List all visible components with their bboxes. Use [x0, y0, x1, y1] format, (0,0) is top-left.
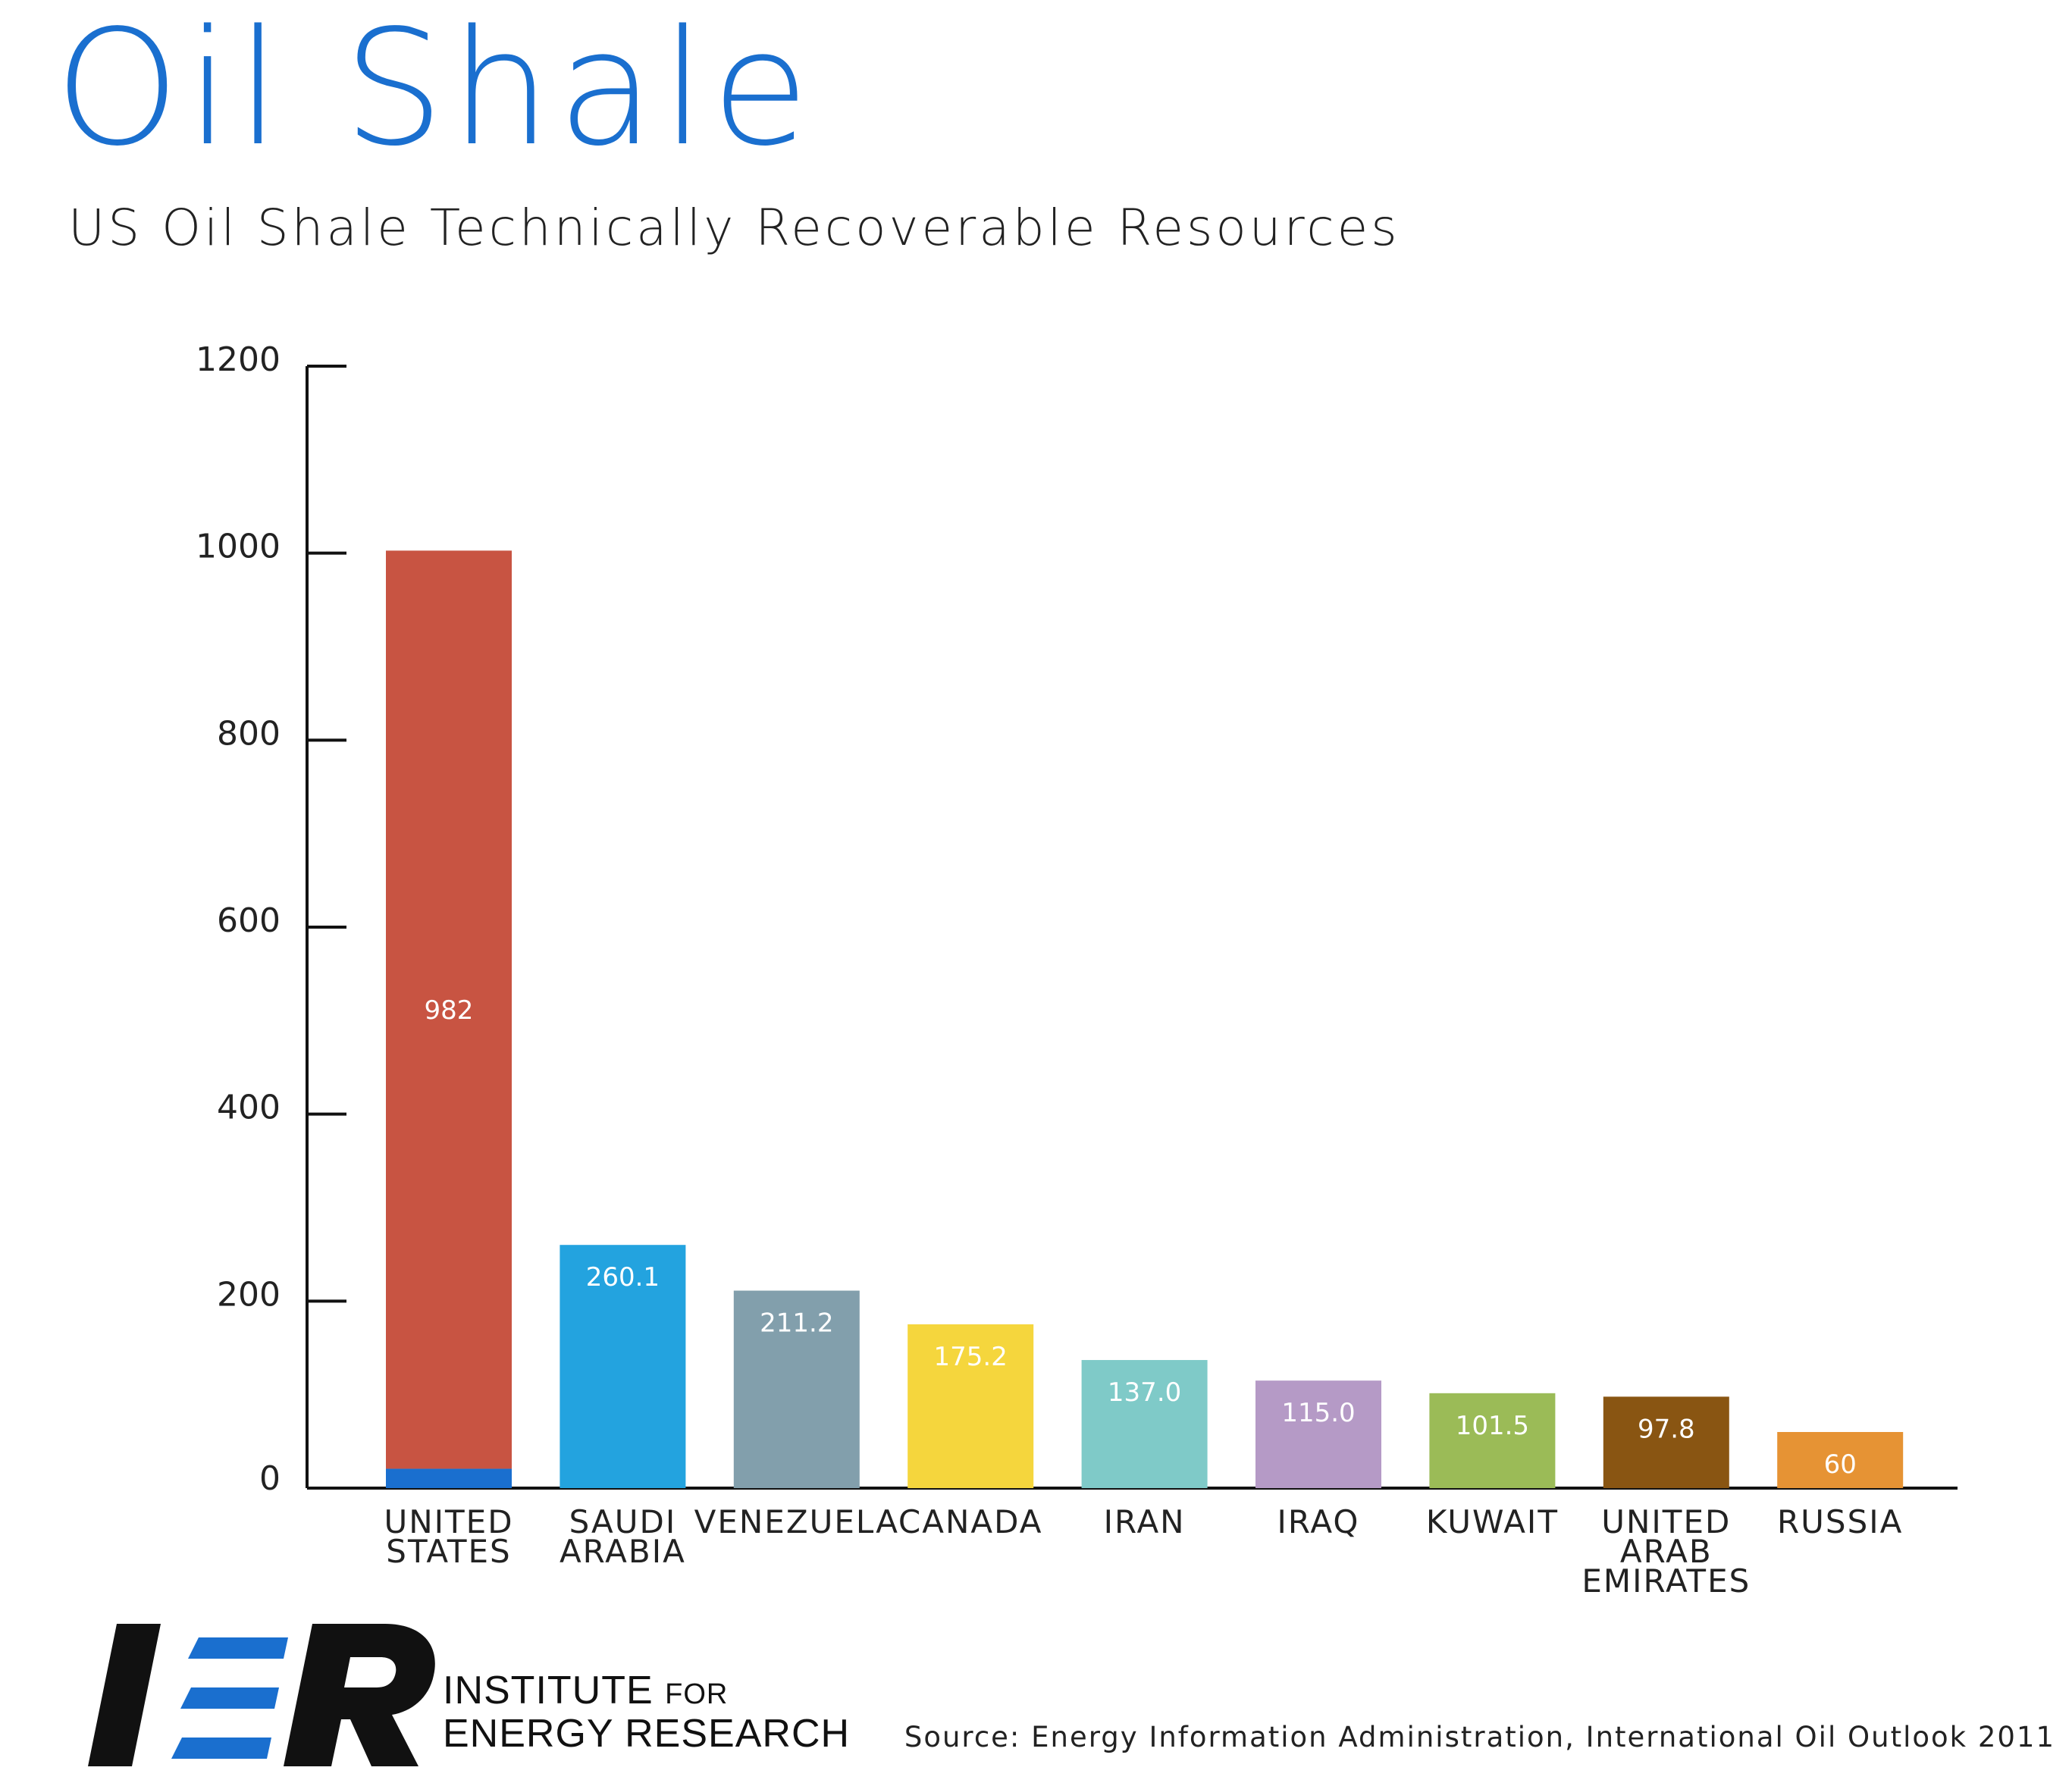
bar-segment	[386, 1468, 512, 1488]
ier-logo	[88, 1624, 435, 1766]
data-label: 97.8	[1638, 1414, 1695, 1444]
y-tick-label: 0	[259, 1459, 281, 1498]
bar-segment	[1429, 1393, 1556, 1488]
category-label: UNITED	[1601, 1503, 1731, 1540]
category-label: RUSSIA	[1777, 1503, 1903, 1540]
bar-segment	[907, 1324, 1034, 1488]
category-label: STATES	[386, 1533, 511, 1570]
data-label: 175.2	[934, 1342, 1008, 1372]
category-label: CANADA	[898, 1503, 1043, 1540]
bar-segment	[733, 1290, 860, 1488]
bar-segment	[386, 550, 512, 1469]
organization-name-line1: INSTITUTE FOR	[443, 1669, 729, 1712]
data-label: 982	[425, 995, 474, 1026]
bar-segment	[1081, 1360, 1208, 1488]
logo-letter-r	[284, 1624, 435, 1766]
data-label: 137.0	[1108, 1377, 1181, 1408]
category-label: SAUDI	[569, 1503, 677, 1540]
data-label: 211.2	[760, 1308, 833, 1339]
logo-letter-e	[171, 1637, 288, 1759]
category-label: IRAN	[1104, 1503, 1186, 1540]
organization-name-line2: ENERGY RESEARCH	[443, 1712, 851, 1756]
category-label: IRAQ	[1277, 1503, 1360, 1540]
bar-segment	[1255, 1380, 1381, 1488]
category-label: ARAB	[1620, 1533, 1713, 1570]
y-tick-label: 600	[217, 901, 281, 940]
bar-segment	[1777, 1432, 1904, 1488]
category-label: ARABIA	[560, 1533, 686, 1570]
category-label: VENEZUELA	[694, 1503, 899, 1540]
category-label: EMIRATES	[1581, 1562, 1751, 1600]
logo-letter-i	[88, 1624, 161, 1766]
data-label: 115.0	[1281, 1398, 1355, 1428]
data-label: 60	[1824, 1449, 1857, 1480]
category-label: KUWAIT	[1426, 1503, 1559, 1540]
category-label: UNITED	[384, 1503, 513, 1540]
bar-segment	[1603, 1396, 1729, 1488]
y-tick-label: 200	[217, 1275, 281, 1314]
source-note: Source: Energy Information Administratio…	[904, 1721, 2055, 1753]
data-label: 101.5	[1456, 1411, 1529, 1441]
bar-segment	[560, 1245, 686, 1488]
data-label: 260.1	[586, 1262, 660, 1293]
chart-subtitle: US Oil Shale Technically Recoverable Res…	[68, 199, 1400, 257]
y-tick-label: 1000	[196, 528, 281, 566]
organization-name: INSTITUTE FOR ENERGY RESEARCH	[443, 1669, 850, 1756]
y-tick-label: 400	[217, 1089, 281, 1127]
y-tick-label: 800	[217, 714, 281, 753]
y-tick-label: 1200	[196, 340, 281, 379]
chart-title: Oil Shale	[55, 0, 816, 181]
